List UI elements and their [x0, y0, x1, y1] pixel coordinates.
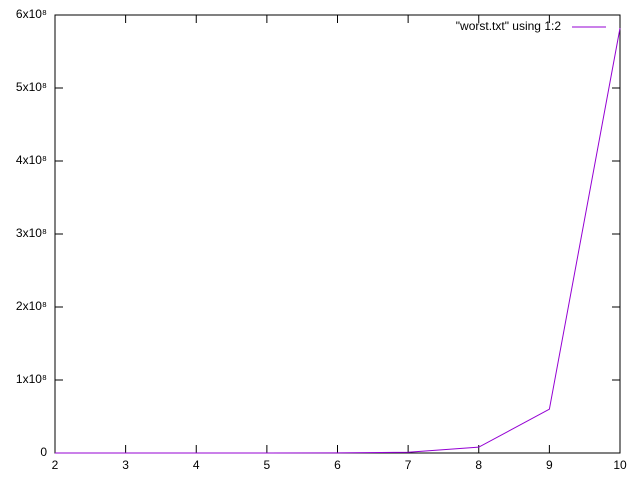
y-tick-label: 5x10⁸ [16, 80, 47, 94]
x-tick-label: 9 [546, 458, 553, 472]
x-tick-label: 10 [613, 458, 627, 472]
y-tick-label: 3x10⁸ [16, 226, 47, 240]
legend-label: "worst.txt" using 1:2 [456, 19, 562, 33]
y-tick-label: 6x10⁸ [16, 7, 47, 21]
plot-border [54, 14, 621, 454]
y-tick-label: 2x10⁸ [16, 299, 47, 313]
x-tick-label: 3 [122, 458, 129, 472]
x-tick-label: 2 [52, 458, 59, 472]
x-tick-label: 5 [264, 458, 271, 472]
y-tick-label: 0 [40, 445, 47, 459]
x-tick-label: 4 [193, 458, 200, 472]
y-tick-label: 1x10⁸ [16, 372, 47, 386]
x-tick-label: 8 [475, 458, 482, 472]
x-tick-label: 6 [334, 458, 341, 472]
data-line [55, 28, 621, 454]
y-tick-label: 4x10⁸ [16, 153, 47, 167]
x-tick-label: 7 [405, 458, 412, 472]
